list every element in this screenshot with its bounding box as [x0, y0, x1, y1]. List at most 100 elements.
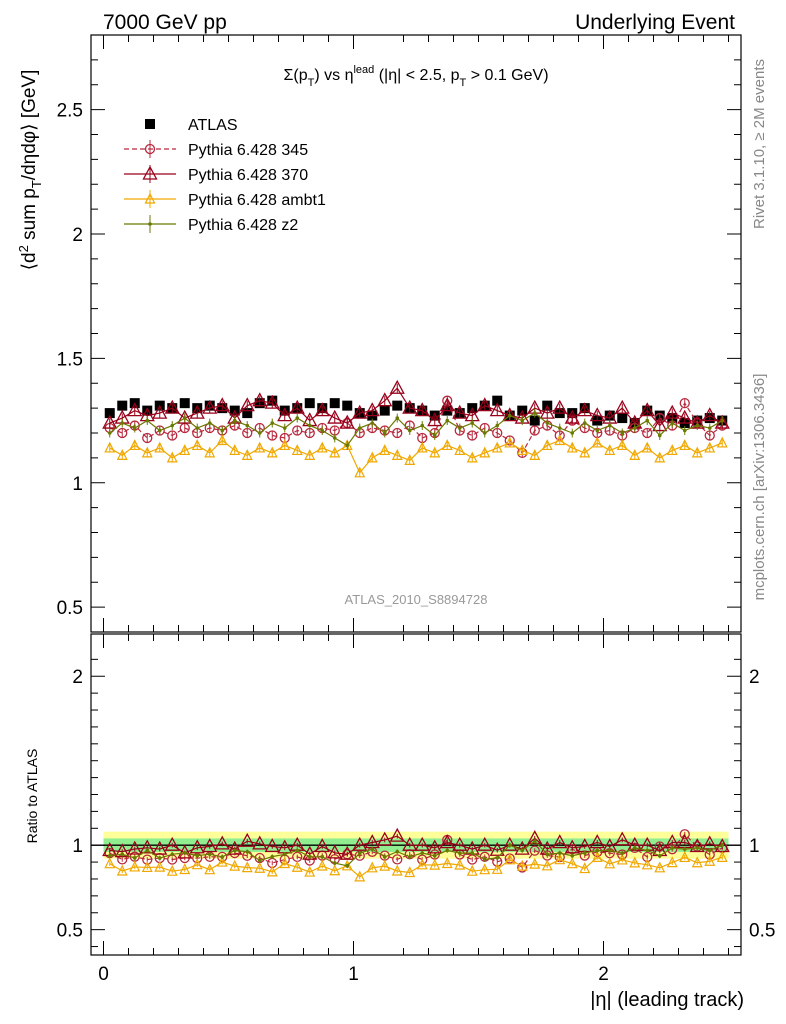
x-axis-label: |η| (leading track) — [590, 989, 744, 1011]
data-point-pythia-6-428-370 — [402, 399, 418, 414]
data-point-pythia-6-428-370 — [102, 414, 118, 429]
ratio-point-pythia-6-428-ambt1 — [304, 865, 316, 877]
ratio-point-pythia-6-428-ambt1 — [491, 862, 503, 874]
ratio-point-pythia-6-428-370 — [614, 831, 630, 846]
ratio-point-pythia-6-428-z2 — [570, 853, 575, 858]
ratio-point-pythia-6-428-370 — [114, 843, 130, 858]
ratio-point-pythia-6-428-370 — [152, 840, 168, 855]
data-point-pythia-6-428-370 — [439, 397, 455, 412]
ratio-point-pythia-6-428-370 — [302, 845, 318, 860]
data-point-pythia-6-428-370 — [452, 404, 468, 419]
data-point-pythia-6-428-ambt1 — [229, 444, 241, 456]
data-point-pythia-6-428-ambt1 — [241, 449, 253, 460]
data-point-pythia-6-428-ambt1 — [691, 446, 703, 458]
legend-label-pythia-6-428-370: Pythia 6.428 370 — [188, 167, 308, 184]
ratio-point-pythia-6-428-ambt1 — [704, 854, 716, 866]
ratio-point-pythia-6-428-z2 — [257, 858, 262, 863]
ratio-point-pythia-6-428-ambt1 — [366, 861, 378, 873]
legend-marker-pythia-6-428-ambt1 — [144, 192, 156, 204]
data-point-pythia-6-428-345 — [154, 425, 165, 436]
ratio-point-pythia-6-428-370 — [314, 838, 330, 853]
ratio-point-pythia-6-428-370 — [189, 839, 205, 854]
data-point-pythia-6-428-370 — [552, 399, 568, 414]
data-point-pythia-6-428-370 — [264, 394, 280, 409]
ratio-point-pythia-6-428-ambt1 — [154, 860, 166, 872]
ratio-point-pythia-6-428-ambt1 — [604, 857, 616, 869]
data-point-pythia-6-428-ambt1 — [591, 436, 603, 448]
ratio-point-pythia-6-428-ambt1 — [104, 857, 116, 869]
rivet-version-label: Rivet 3.1.10, ≥ 2M events — [751, 59, 768, 229]
ratio-panel-frame — [90, 633, 742, 956]
ratio-point-pythia-6-428-ambt1 — [129, 860, 141, 872]
data-point-pythia-6-428-ambt1 — [616, 439, 628, 451]
data-point-pythia-6-428-370 — [377, 392, 393, 407]
ratio-point-pythia-6-428-ambt1 — [266, 865, 278, 877]
ratio-point-pythia-6-428-z2 — [470, 851, 475, 855]
ratio-point-pythia-6-428-z2 — [382, 855, 387, 859]
ratio-point-pythia-6-428-ambt1 — [529, 857, 541, 869]
data-point-pythia-6-428-z2 — [557, 426, 562, 430]
ratio-point-pythia-6-428-ambt1 — [691, 856, 703, 868]
data-point-pythia-6-428-z2 — [682, 428, 687, 433]
ratio-point-pythia-6-428-ambt1 — [541, 859, 553, 871]
data-point-atlas — [529, 415, 540, 426]
ratio-point-pythia-6-428-ambt1 — [654, 861, 666, 873]
data-point-pythia-6-428-z2 — [432, 433, 437, 438]
data-point-pythia-6-428-z2 — [357, 426, 362, 430]
ratio-point-pythia-6-428-370 — [339, 845, 355, 860]
data-point-atlas — [279, 405, 290, 416]
data-point-pythia-6-428-z2 — [170, 423, 175, 428]
ratio-point-pythia-6-428-z2 — [182, 851, 187, 855]
ratio-point-pythia-6-428-ambt1 — [479, 863, 491, 875]
ratio-point-pythia-6-428-370 — [177, 844, 193, 859]
ratio-point-pythia-6-428-345 — [142, 854, 153, 865]
ratio-point-pythia-6-428-ambt1 — [391, 864, 403, 876]
data-point-pythia-6-428-z2 — [495, 423, 500, 428]
title-part-2: ) vs η — [314, 67, 353, 84]
ratio-point-pythia-6-428-370 — [389, 827, 405, 842]
title-part-4: > 0.1 GeV) — [466, 67, 548, 84]
data-point-pythia-6-428-ambt1 — [454, 444, 466, 456]
series-line-pythia-6-428-345 — [109, 399, 723, 454]
ratio-point-pythia-6-428-370 — [414, 836, 430, 851]
ratio-point-pythia-6-428-ambt1 — [666, 856, 678, 868]
ratio-panel-series — [102, 827, 730, 882]
ratio-point-pythia-6-428-ambt1 — [291, 860, 303, 872]
ratio-point-pythia-6-428-z2 — [170, 852, 175, 857]
ratio-point-pythia-6-428-z2 — [507, 843, 512, 847]
data-point-pythia-6-428-z2 — [670, 421, 675, 425]
x-tick-label: 2 — [598, 964, 609, 985]
data-point-pythia-6-428-z2 — [420, 423, 425, 428]
data-point-pythia-6-428-370 — [389, 379, 405, 394]
data-point-pythia-6-428-z2 — [632, 426, 637, 430]
data-point-pythia-6-428-ambt1 — [629, 449, 641, 460]
title-sub-1: T — [308, 77, 315, 89]
data-point-pythia-6-428-370 — [477, 397, 493, 412]
data-point-pythia-6-428-z2 — [620, 431, 625, 435]
data-point-pythia-6-428-370 — [164, 399, 180, 414]
ratio-point-pythia-6-428-370 — [227, 840, 243, 855]
data-point-pythia-6-428-z2 — [607, 423, 612, 428]
main-y-tick-label: 2.5 — [57, 101, 83, 122]
data-point-pythia-6-428-ambt1 — [604, 444, 616, 456]
data-point-pythia-6-428-ambt1 — [279, 439, 291, 451]
data-point-pythia-6-428-ambt1 — [541, 439, 553, 451]
ratio-point-pythia-6-428-ambt1 — [579, 862, 591, 874]
data-point-pythia-6-428-ambt1 — [254, 441, 266, 453]
ratio-point-pythia-6-428-z2 — [207, 852, 212, 857]
data-point-pythia-6-428-ambt1 — [716, 436, 728, 448]
header-left-label: 7000 GeV pp — [103, 11, 227, 34]
plot-title: Σ(pT) vs ηlead (|η| < 2.5, pT > 0.1 GeV) — [283, 64, 548, 89]
data-point-atlas — [617, 413, 628, 424]
series-line-pythia-6-428-z2 — [109, 412, 723, 447]
data-point-pythia-6-428-370 — [702, 407, 718, 422]
data-point-pythia-6-428-ambt1 — [204, 446, 216, 458]
data-point-pythia-6-428-370 — [414, 402, 430, 417]
title-sub-2: T — [460, 77, 467, 89]
data-point-pythia-6-428-ambt1 — [116, 449, 128, 460]
data-point-pythia-6-428-370 — [652, 417, 668, 432]
ratio-point-pythia-6-428-370 — [264, 838, 280, 853]
ratio-point-pythia-6-428-ambt1 — [616, 853, 628, 865]
ratio-point-pythia-6-428-z2 — [282, 852, 287, 857]
